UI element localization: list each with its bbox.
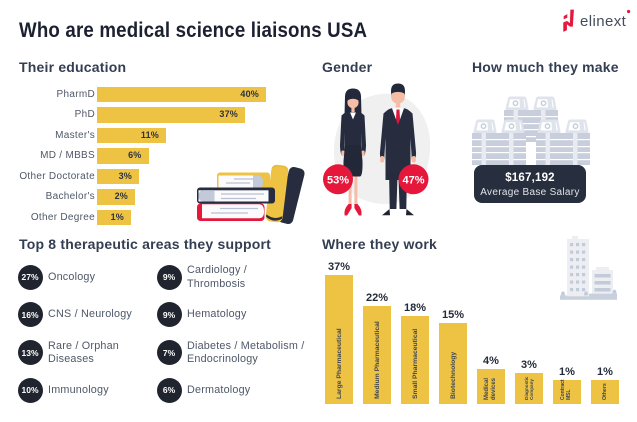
svg-text:47%: 47% bbox=[402, 174, 424, 186]
svg-text:elinext: elinext bbox=[580, 13, 627, 30]
svg-text:53%: 53% bbox=[327, 174, 349, 186]
